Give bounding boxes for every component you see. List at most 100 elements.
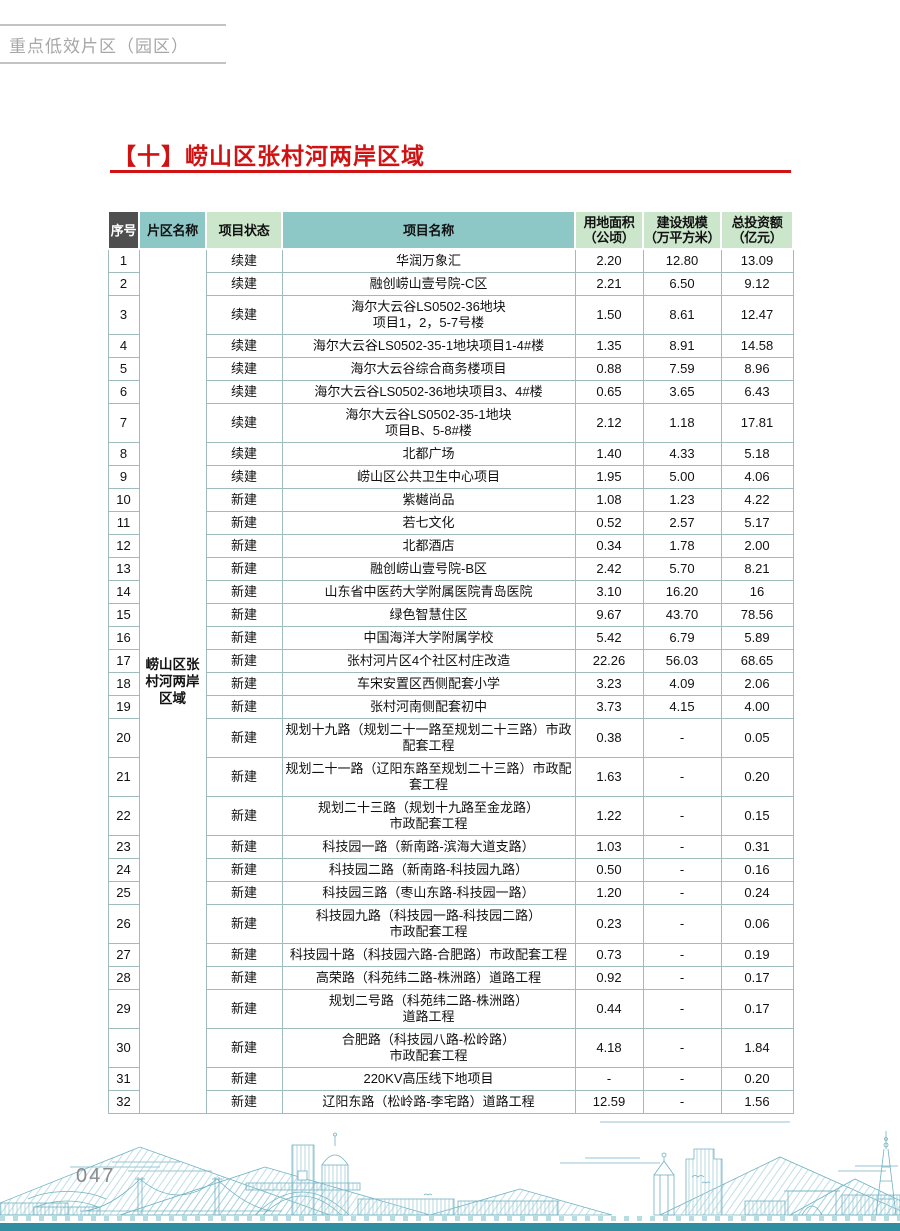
investment-value: 0.20	[720, 1067, 794, 1091]
land-area-value: 1.03	[574, 835, 644, 859]
project-name: 高荣路（科苑纬二路-株洲路）道路工程	[281, 966, 576, 990]
scale-value: -	[642, 1090, 722, 1114]
project-name: 规划二十三路（规划十九路至金龙路） 市政配套工程	[281, 796, 576, 836]
project-status: 续建	[205, 295, 283, 335]
row-number: 28	[107, 966, 140, 990]
project-status: 新建	[205, 557, 283, 581]
footer-bottom-bar	[0, 1223, 900, 1231]
land-area-value: 12.59	[574, 1090, 644, 1114]
land-area-value: 1.20	[574, 881, 644, 905]
project-status: 新建	[205, 488, 283, 512]
scale-value: -	[642, 881, 722, 905]
land-area-value: 22.26	[574, 649, 644, 673]
scale-value: -	[642, 858, 722, 882]
row-number: 22	[107, 796, 140, 836]
scale-value: -	[642, 966, 722, 990]
project-name: 海尔大云谷LS0502-35-1地块 项目B、5-8#楼	[281, 403, 576, 443]
scale-value: -	[642, 757, 722, 797]
project-name: 紫樾尚品	[281, 488, 576, 512]
land-area-value: 1.50	[574, 295, 644, 335]
land-area-value: 0.23	[574, 904, 644, 944]
investment-value: 68.65	[720, 649, 794, 673]
land-area-value: 3.23	[574, 672, 644, 696]
table-row: 11 新建 若七文化 0.52 2.57 5.17	[107, 511, 794, 535]
investment-value: 4.06	[720, 465, 794, 489]
project-status: 新建	[205, 580, 283, 604]
land-area-value: 0.44	[574, 989, 644, 1029]
project-status: 续建	[205, 357, 283, 381]
land-area-value: 5.42	[574, 626, 644, 650]
project-status: 新建	[205, 757, 283, 797]
investment-value: 0.05	[720, 718, 794, 758]
row-number: 21	[107, 757, 140, 797]
row-number: 11	[107, 511, 140, 535]
project-status: 新建	[205, 989, 283, 1029]
scale-value: 56.03	[642, 649, 722, 673]
title-underline	[110, 170, 791, 173]
land-area-value: 1.22	[574, 796, 644, 836]
column-header-project-name: 项目名称	[281, 210, 576, 250]
investment-value: 0.17	[720, 989, 794, 1029]
project-name: 绿色智慧住区	[281, 603, 576, 627]
row-number: 10	[107, 488, 140, 512]
row-number: 18	[107, 672, 140, 696]
scale-value: 7.59	[642, 357, 722, 381]
project-name: 合肥路（科技园八路-松岭路） 市政配套工程	[281, 1028, 576, 1068]
scale-value: 12.80	[642, 248, 722, 273]
table-row: 16 新建 中国海洋大学附属学校 5.42 6.79 5.89	[107, 626, 794, 650]
scale-value: -	[642, 1028, 722, 1068]
investment-value: 14.58	[720, 334, 794, 358]
project-name: 融创崂山壹号院-B区	[281, 557, 576, 581]
investment-value: 8.21	[720, 557, 794, 581]
project-status: 续建	[205, 403, 283, 443]
investment-value: 5.18	[720, 442, 794, 466]
project-status: 新建	[205, 796, 283, 836]
section-tab-top-rule	[0, 24, 226, 26]
land-area-value: 0.65	[574, 380, 644, 404]
project-status: 新建	[205, 649, 283, 673]
project-status: 续建	[205, 465, 283, 489]
project-status: 新建	[205, 603, 283, 627]
project-status: 新建	[205, 695, 283, 719]
table-row: 4 续建 海尔大云谷LS0502-35-1地块项目1-4#楼 1.35 8.91…	[107, 334, 794, 358]
project-status: 续建	[205, 442, 283, 466]
scale-value: 6.50	[642, 272, 722, 296]
scale-value: 4.33	[642, 442, 722, 466]
row-number: 4	[107, 334, 140, 358]
project-name: 融创崂山壹号院-C区	[281, 272, 576, 296]
scale-value: 5.70	[642, 557, 722, 581]
scale-value: -	[642, 989, 722, 1029]
table-row: 9 续建 崂山区公共卫生中心项目 1.95 5.00 4.06	[107, 465, 794, 489]
column-header-scale: 建设规模 （万平方米）	[642, 210, 722, 250]
land-area-value: 0.73	[574, 943, 644, 967]
project-name: 海尔大云谷LS0502-36地块项目3、4#楼	[281, 380, 576, 404]
row-number: 1	[107, 248, 140, 273]
table-row: 1 崂山区张村河两岸区域 续建 华润万象汇 2.20 12.80 13.09	[107, 248, 794, 1114]
scale-value: 4.09	[642, 672, 722, 696]
project-status: 续建	[205, 272, 283, 296]
investment-value: 8.96	[720, 357, 794, 381]
land-area-value: 3.10	[574, 580, 644, 604]
project-status: 新建	[205, 534, 283, 558]
project-status: 新建	[205, 904, 283, 944]
project-status: 新建	[205, 626, 283, 650]
column-header-index: 序号	[107, 210, 140, 250]
project-name: 若七文化	[281, 511, 576, 535]
project-name: 华润万象汇	[281, 248, 576, 273]
table-row: 8 续建 北都广场 1.40 4.33 5.18	[107, 442, 794, 466]
project-name: 规划十九路（规划二十一路至规划二十三路）市政配套工程	[281, 718, 576, 758]
project-name: 科技园二路（新南路-科技园九路）	[281, 858, 576, 882]
table-row: 20 新建 规划十九路（规划二十一路至规划二十三路）市政配套工程 0.38 - …	[107, 718, 794, 758]
scale-value: 6.79	[642, 626, 722, 650]
project-name: 科技园九路（科技园一路-科技园二路） 市政配套工程	[281, 904, 576, 944]
investment-value: 2.06	[720, 672, 794, 696]
table-header-row: 序号 片区名称 项目状态 项目名称 用地面积 （公顷） 建设规模 （万平方米） …	[107, 210, 794, 250]
footer-dots-strip	[0, 1216, 900, 1221]
project-status: 新建	[205, 1028, 283, 1068]
scale-value: 1.23	[642, 488, 722, 512]
column-header-status: 项目状态	[205, 210, 283, 250]
investment-value: 13.09	[720, 248, 794, 273]
investment-value: 12.47	[720, 295, 794, 335]
row-number: 6	[107, 380, 140, 404]
